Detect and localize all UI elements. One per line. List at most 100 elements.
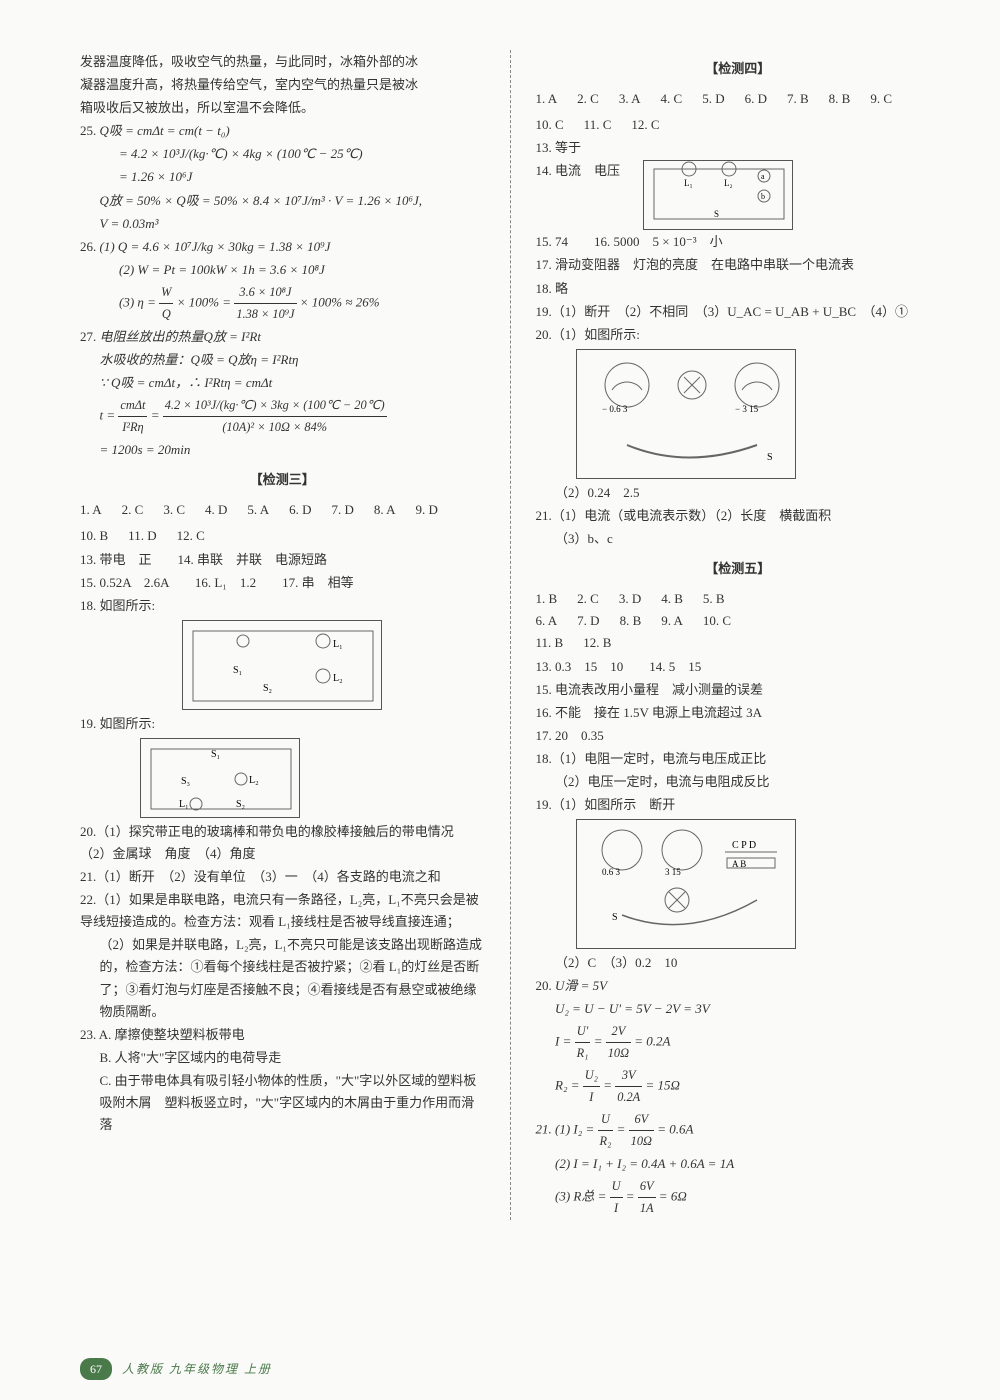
mc: 10. C (703, 610, 731, 632)
q-num: 20. (536, 978, 552, 993)
circuit-icon: L₁ L₂ S₁ S₂ (183, 621, 383, 711)
t: R₂ = (555, 1078, 583, 1093)
f-n: U₂ (583, 1065, 600, 1087)
q25-l4: Q放 = 50% × Q吸 = 50% × 8.4 × 10⁷J/m³ · V … (80, 190, 485, 212)
page-columns: 发器温度降低，吸收空气的热量，与此同时，冰箱外部的冰 凝器温度升高，将热量传给空… (80, 50, 940, 1220)
t: = (626, 1189, 638, 1204)
t5-18b: （2）电压一定时，电流与电阻成反比 (536, 771, 941, 793)
svg-text:S₁: S₁ (211, 749, 220, 760)
svg-text:3 15: 3 15 (665, 867, 681, 877)
t: = 15Ω (645, 1078, 679, 1093)
mc: 4. B (661, 588, 683, 610)
t5-17: 17. 20 0.35 (536, 725, 941, 747)
f-d: (10A)² × 10Ω × 84% (163, 417, 387, 438)
svg-text:L₁: L₁ (179, 799, 189, 810)
t: = 0.2A (634, 1034, 670, 1049)
t5-16: 16. 不能 接在 1.5V 电源上电流超过 3A (536, 702, 941, 724)
mc: 7. D (331, 499, 353, 521)
mc: 10. C (536, 114, 564, 136)
q26-l1: (1) Q = 4.6 × 10⁷J/kg × 30kg = 1.38 × 10… (100, 239, 331, 254)
mc: 6. D (745, 88, 767, 110)
t5-mc3: 11. B 12. B (536, 632, 941, 654)
f-n: 2V (606, 1021, 631, 1043)
circuit-diagram-18: L₁ L₂ S₁ S₂ (182, 620, 382, 710)
svg-text:L₁: L₁ (333, 639, 343, 650)
f-d: 10Ω (606, 1043, 631, 1064)
column-divider (510, 50, 511, 1220)
t3-22a: 22.（1）如果是串联电路，电流只有一条路径，L₂亮，L₁不亮只会是被导线短接造… (80, 889, 485, 933)
mc: 11. B (536, 632, 564, 654)
right-column: 【检测四】 1. A 2. C 3. A 4. C 5. D 6. D 7. B… (536, 50, 941, 1220)
mc: 5. D (702, 88, 724, 110)
t4-21: 21.（1）电流（或电流表示数）（2）长度 横截面积 (536, 505, 941, 527)
mc: 11. C (584, 114, 612, 136)
f-n: U' (575, 1021, 591, 1043)
f-n: 3V (615, 1065, 642, 1087)
circuit-icon: S₁ S₃ L₂ L₁ S₂ (141, 739, 301, 819)
f-d: 0.2A (615, 1087, 642, 1108)
svg-text:S₃: S₃ (181, 776, 190, 787)
q27-l4a: t = (100, 408, 119, 423)
test3-mc: 1. A 2. C 3. C 4. D 5. A 6. D 7. D 8. A … (80, 499, 485, 547)
f-d: I (583, 1087, 600, 1108)
q26-l3b: × 100% = (177, 294, 235, 309)
mc: 1. B (536, 588, 558, 610)
mc: 3. D (619, 588, 641, 610)
page-number: 67 (80, 1358, 112, 1380)
q25-l2: = 4.2 × 10³J/(kg·℃) × 4kg × (100℃ − 25℃) (80, 143, 485, 165)
test4-mc: 1. A 2. C 3. A 4. C 5. D 6. D 7. B 8. B … (536, 88, 941, 136)
t: = (617, 1122, 629, 1137)
mc: 9. A (661, 610, 683, 632)
f-n: cmΔt (118, 395, 147, 417)
t5-20-l4: R₂ = U₂I = 3V0.2A = 15Ω (536, 1065, 941, 1108)
f-d: R₂ (598, 1131, 614, 1152)
svg-text:S: S (612, 912, 618, 923)
t5-13: 13. 0.3 15 10 14. 5 15 (536, 656, 941, 678)
svg-text:L₂: L₂ (333, 673, 343, 684)
f-d: 1.38 × 10⁹J (234, 304, 296, 325)
mc: 4. D (205, 499, 227, 521)
circuit-diagram-19-t5: 0.6 3 3 15 C P D A B S (576, 819, 796, 949)
f-d: 10Ω (629, 1131, 654, 1152)
t4-19: 19.（1）断开 （2）不相同 （3）U_AC = U_AB + U_BC （4… (536, 301, 941, 323)
q25-num: 25. (80, 123, 96, 138)
q-l1: U滑 = 5V (555, 978, 607, 993)
mc: 7. D (577, 610, 599, 632)
mc: 8. A (374, 499, 396, 521)
q26-l3: (3) η = WQ × 100% = 3.6 × 10⁸J1.38 × 10⁹… (80, 282, 485, 325)
q27-l1: 电阻丝放出的热量Q放 = I²Rt (100, 329, 261, 344)
t5-21-l2: (2) I = I₁ + I₂ = 0.4A + 0.6A = 1A (536, 1153, 941, 1175)
q27-l4b: = (151, 408, 163, 423)
t5-mc2: 6. A 7. D 8. B 9. A 10. C (536, 610, 941, 632)
t3-23c: C. 由于带电体具有吸引轻小物体的性质，"大"字以外区域的塑料板吸附木屑 塑料板… (80, 1070, 485, 1136)
q27-l5: = 1200s = 20min (80, 439, 485, 461)
t3-13: 13. 带电 正 14. 串联 并联 电源短路 (80, 549, 485, 571)
mc: 8. B (620, 610, 642, 632)
f-n: W (159, 282, 173, 304)
mc: 9. C (870, 88, 892, 110)
t5-mc1: 1. B 2. C 3. D 4. B 5. B (536, 588, 941, 610)
q26-l2: (2) W = Pt = 100kW × 1h = 3.6 × 10⁸J (80, 259, 485, 281)
t3-18: 18. 如图所示: (80, 595, 485, 617)
q26-l3a: (3) η = (119, 294, 159, 309)
mc: 7. B (787, 88, 809, 110)
svg-text:− 3 15: − 3 15 (735, 404, 759, 414)
f-d: R₁ (575, 1043, 591, 1064)
intro-3: 箱吸收后又被放出，所以室温不会降低。 (80, 97, 485, 119)
f-n: 4.2 × 10³J/(kg·℃) × 3kg × (100℃ − 20℃) (163, 395, 387, 417)
svg-text:0.6 3: 0.6 3 (602, 867, 621, 877)
f-n: U (598, 1109, 614, 1131)
svg-text:L₂: L₂ (724, 178, 733, 188)
circuit-icon: L₁ L₂ a b S (644, 161, 794, 231)
mc: 6. A (536, 610, 558, 632)
t4-14: 14. 电流 电压 L₁ L₂ a b S (536, 160, 941, 230)
f-d: Q (159, 304, 173, 325)
svg-text:C P D: C P D (732, 840, 756, 851)
t5-21-l1: 21. (1) I₂ = UR₂ = 6V10Ω = 0.6A (536, 1109, 941, 1152)
mc: 5. B (703, 588, 725, 610)
t4-20: 20.（1）如图所示: (536, 324, 941, 346)
mc: 1. A (80, 499, 102, 521)
t4-14-text: 14. 电流 电压 (536, 163, 621, 178)
mc: 2. C (577, 588, 599, 610)
meter-circuit-icon: 0.6 3 3 15 C P D A B S (577, 820, 797, 950)
